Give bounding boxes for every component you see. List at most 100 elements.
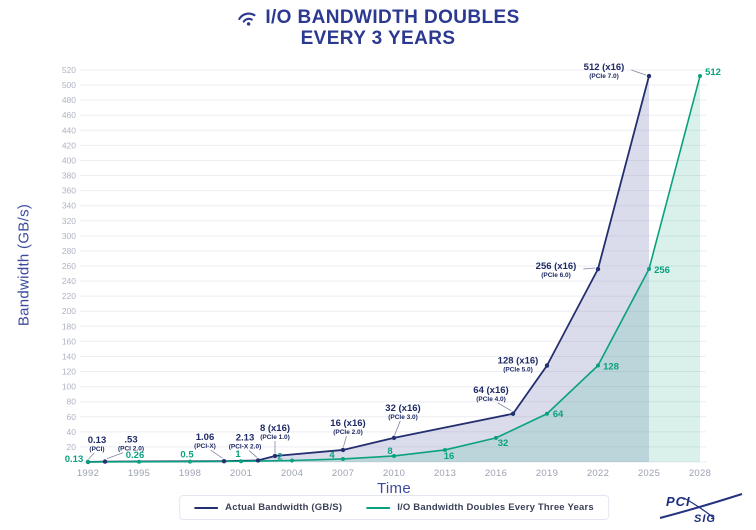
gridlines — [80, 69, 706, 463]
data-point — [290, 458, 294, 463]
x-tick-label: 1992 — [77, 468, 99, 479]
y-tick-label: 140 — [62, 351, 76, 361]
leader-line — [497, 402, 512, 412]
data-point — [443, 447, 447, 452]
x-axis-title: Time — [377, 480, 411, 497]
doubling-value-label: 1 — [235, 449, 241, 460]
y-tick-label: 200 — [62, 306, 76, 316]
actual-value-label: 8 (x16) — [260, 423, 290, 434]
legend-item-actual: Actual Bandwidth (GB/S) — [194, 502, 342, 513]
actual-labels: 0.13(PCI).53(PCI 2.0)1.06(PCI-X)2.13(PCI… — [88, 62, 647, 460]
legend: Actual Bandwidth (GB/S) I/O Bandwidth Do… — [179, 495, 609, 520]
y-tick-label: 460 — [62, 110, 76, 120]
doubling-value-label: 0.5 — [180, 450, 194, 461]
y-tick-label: 280 — [62, 246, 76, 256]
x-tick-label: 2007 — [332, 468, 354, 479]
actual-value-label: 16 (x16) — [330, 418, 365, 429]
actual-spec-label: (PCI-X 2.0) — [229, 443, 262, 450]
y-tick-label: 220 — [62, 291, 76, 301]
y-tick-label: 160 — [62, 336, 76, 346]
y-tick-label: 420 — [62, 140, 76, 150]
data-point — [86, 459, 90, 464]
y-tick-label: 340 — [62, 201, 76, 211]
actual-spec-label: (PCIe 6.0) — [541, 272, 571, 279]
data-point — [272, 453, 278, 459]
y-tick-label: 260 — [62, 261, 76, 271]
title-line-2: EVERY 3 YEARS — [300, 28, 456, 50]
data-point — [545, 411, 549, 416]
data-point — [391, 435, 397, 441]
y-tick-label: 360 — [62, 186, 76, 196]
leader-line — [210, 449, 223, 459]
title-line-1: I/O BANDWIDTH DOUBLES — [265, 7, 520, 29]
doubling-value-label: 32 — [498, 438, 509, 449]
pci-sig-logo: PCI SIG — [659, 493, 743, 525]
y-tick-label: 440 — [62, 125, 76, 135]
data-point — [255, 458, 261, 463]
actual-area — [88, 76, 649, 463]
data-point — [596, 363, 600, 368]
logo-text-sig: SIG — [694, 513, 716, 525]
leader-line — [583, 267, 596, 270]
x-tick-label: 1995 — [128, 468, 150, 479]
actual-value-label: 2.13 — [236, 432, 255, 443]
y-tick-label: 480 — [62, 95, 76, 105]
actual-spec-label: (PCIe 1.0) — [260, 434, 290, 441]
y-tick-label: 40 — [67, 427, 77, 437]
wifi-icon — [238, 13, 256, 27]
legend-label-doubling: I/O Bandwidth Doubles Every Three Years — [397, 502, 594, 513]
y-tick-label: 380 — [62, 171, 76, 181]
actual-spec-label: (PCI-X) — [194, 443, 216, 450]
x-tick-label: 1998 — [179, 468, 201, 479]
x-tick-label: 2025 — [638, 468, 660, 479]
y-tick-label: 100 — [62, 382, 76, 392]
logo-text-pci: PCI — [666, 494, 691, 509]
actual-value-label: 32 (x16) — [385, 403, 420, 414]
data-point — [340, 447, 346, 453]
y-tick-label: 120 — [62, 367, 76, 377]
y-tick-label: 500 — [62, 80, 76, 90]
data-point — [239, 459, 243, 464]
doubling-value-label: 2 — [277, 451, 282, 462]
doubling-labels: 0.13 0.26 0.5 1 2 4 8 16 32 64 128 256 512 — [65, 67, 721, 465]
doubling-value-label: 512 — [705, 67, 721, 78]
x-tick-label: 2016 — [485, 468, 507, 479]
data-point — [698, 74, 702, 79]
legend-item-doubling: I/O Bandwidth Doubles Every Three Years — [366, 502, 594, 513]
y-tick-label: 60 — [67, 412, 77, 422]
doubling-area — [88, 76, 700, 463]
x-tick-label: 2019 — [536, 468, 558, 479]
actual-spec-label: (PCIe 3.0) — [388, 414, 418, 421]
data-point — [646, 73, 652, 79]
x-tick-label: 2013 — [434, 468, 456, 479]
data-point — [647, 267, 651, 272]
actual-value-label: .53 — [124, 435, 137, 446]
y-tick-label: 80 — [67, 397, 77, 407]
leader-line — [343, 435, 347, 448]
data-point — [392, 453, 396, 458]
data-point — [494, 435, 498, 440]
actual-spec-label: (PCIe 5.0) — [503, 367, 533, 374]
data-point — [510, 411, 516, 416]
actual-spec-label: (PCIe 7.0) — [589, 73, 619, 80]
y-tick-label: 20 — [67, 442, 77, 452]
x-tick-label: 2001 — [230, 468, 252, 479]
doubling-value-label: 0.26 — [126, 450, 145, 461]
data-point — [221, 459, 227, 464]
data-point — [188, 459, 192, 464]
doubling-value-label: 128 — [603, 362, 619, 373]
x-tick-label: 2028 — [689, 468, 711, 479]
leader-line — [88, 452, 95, 460]
legend-label-actual: Actual Bandwidth (GB/S) — [225, 502, 343, 513]
actual-value-label: 64 (x16) — [473, 385, 508, 396]
legend-swatch-doubling — [366, 506, 391, 509]
legend-swatch-actual — [194, 506, 219, 509]
x-tick-label: 2004 — [281, 468, 303, 479]
actual-value-label: 512 (x16) — [584, 62, 625, 73]
doubling-value-label: 8 — [387, 446, 392, 457]
actual-spec-label: (PCI) — [89, 446, 104, 453]
data-point — [137, 459, 141, 464]
x-tick-label: 2010 — [383, 468, 405, 479]
